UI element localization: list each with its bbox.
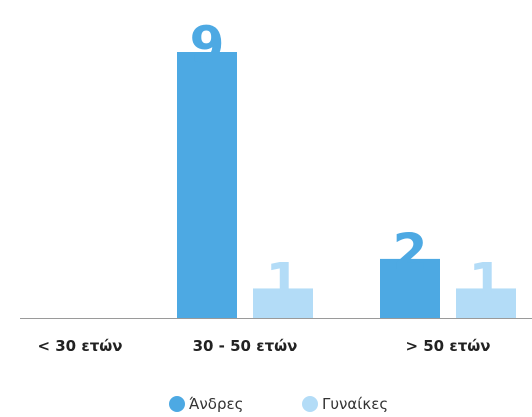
legend-swatch-icon [169,396,185,412]
bar-value-label: 1 [266,252,301,310]
bar-value-label: 1 [469,252,504,310]
bar-gynaikes-2 [456,288,516,318]
x-tick-labels: < 30 ετών 30 - 50 ετών > 50 ετών [37,337,490,355]
x-tick-label: > 50 ετών [405,337,490,355]
bars-group [177,52,516,318]
bar-gynaikes-1 [253,288,313,318]
bar-value-label: 9 [190,16,225,74]
legend-label: Άνδρες [189,395,243,413]
bar-andres-1 [177,52,237,318]
legend-swatch-icon [302,396,318,412]
bar-andres-2 [380,258,440,318]
legend-label: Γυναίκες [322,395,388,413]
bar-value-label: 2 [393,223,428,281]
legend: Άνδρες Γυναίκες [169,395,388,413]
x-tick-label: < 30 ετών [37,337,122,355]
x-tick-label: 30 - 50 ετών [193,337,298,355]
